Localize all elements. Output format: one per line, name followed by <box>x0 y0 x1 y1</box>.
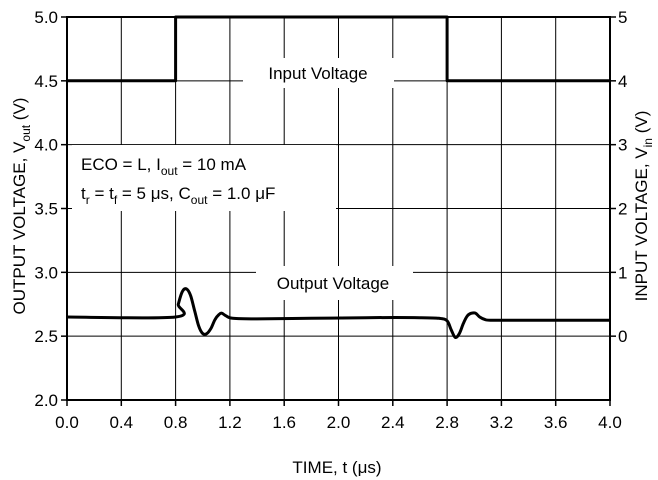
x-tick-label: 2.0 <box>327 413 351 432</box>
series-layer <box>66 15 610 340</box>
conditions-line-2: tr = tf = 5 μs, Cout = 1.0 μF <box>81 184 275 207</box>
conditions-line-1: ECO = L, Iout = 10 mA <box>81 155 247 178</box>
y-left-tick-label: 3.5 <box>34 200 58 219</box>
x-tick-label: 1.6 <box>272 413 296 432</box>
y-axis-left-title: OUTPUT VOLTAGE, Vout (V) <box>10 98 33 315</box>
output-label-bg <box>256 266 413 300</box>
tick-marks <box>61 16 616 406</box>
x-axis-title: TIME, t (μs) <box>292 458 381 477</box>
x-tick-label: 3.6 <box>544 413 568 432</box>
x-tick-label: 0.4 <box>109 413 133 432</box>
y-right-tick-label: 2 <box>618 200 627 219</box>
y-left-tick-label: 4.5 <box>34 72 58 91</box>
x-tick-label: 4.0 <box>598 413 622 432</box>
x-tick-label: 3.2 <box>490 413 514 432</box>
series-line-output-voltage <box>66 287 610 340</box>
y-left-tick-label: 3.0 <box>34 263 58 282</box>
input-label-bg <box>243 58 394 88</box>
x-tick-label: 0.0 <box>55 413 79 432</box>
x-tick-label: 0.8 <box>164 413 188 432</box>
x-tick-label: 2.4 <box>381 413 405 432</box>
y-left-tick-label: 4.0 <box>34 136 58 155</box>
tick-labels: 0.0 0.4 0.8 1.2 1.6 2.0 2.4 2.8 3.2 3.6 4.0 2.0 2.5 3… <box>34 8 627 432</box>
y-right-tick-label: 5 <box>618 8 627 27</box>
y-left-tick-label: 5.0 <box>34 8 58 27</box>
series-label-input-voltage: Input Voltage <box>268 64 367 83</box>
y-left-tick-label: 2.0 <box>34 391 58 410</box>
y-right-tick-label: 1 <box>618 263 627 282</box>
y-right-tick-label: 3 <box>618 136 627 155</box>
series-line-input-voltage <box>67 15 610 83</box>
y-right-tick-label: 4 <box>618 72 627 91</box>
series-label-output-voltage: Output Voltage <box>277 274 389 293</box>
y-axis-right-title: INPUT VOLTAGE, Vin (V) <box>632 111 655 302</box>
y-right-tick-label: 0 <box>618 327 627 346</box>
y-left-tick-label: 2.5 <box>34 327 58 346</box>
conditions-label-bg <box>72 145 336 211</box>
x-tick-label: 2.8 <box>435 413 459 432</box>
x-tick-label: 1.2 <box>218 413 242 432</box>
